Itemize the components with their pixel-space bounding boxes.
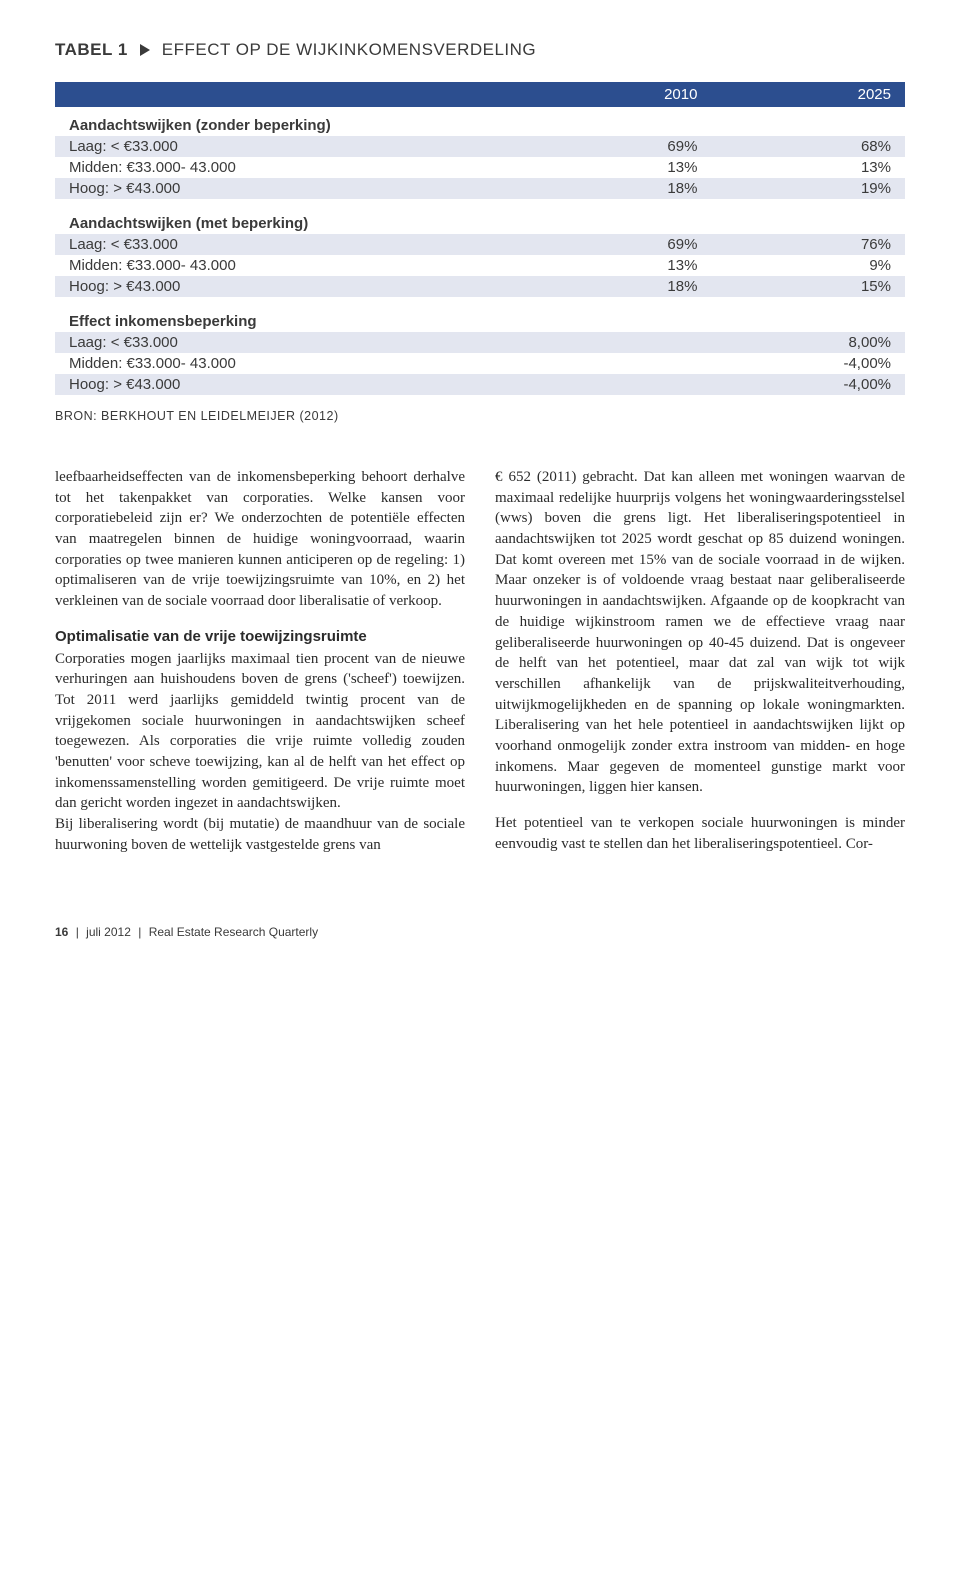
row-val-2010: 18% [554,276,711,297]
row-val-2010: 69% [554,136,711,157]
table-row: Midden: €33.000- 43.000 -4,00% [55,353,905,374]
table-row: Midden: €33.000- 43.00013%9% [55,255,905,276]
row-val-2025: 8,00% [711,332,905,353]
body-text: leefbaarheidseffecten van de inkomensbep… [55,467,905,855]
row-label: Laag: < €33.000 [55,234,554,255]
section-title: Aandachtswijken (zonder beperking) [55,107,905,136]
table-row: Hoog: > €43.00018%15% [55,276,905,297]
row-val-2010: 18% [554,178,711,199]
row-val-2010 [554,374,711,395]
table-source: BRON: BERKHOUT EN LEIDELMEIJER (2012) [55,409,905,423]
table-section-header: Effect inkomensbeperking [55,297,905,332]
footer-sep: | [138,925,141,939]
row-label: Midden: €33.000- 43.000 [55,157,554,178]
row-val-2010 [554,332,711,353]
footer-sep: | [76,925,79,939]
page-footer: 16 | juli 2012 | Real Estate Research Qu… [55,925,905,939]
section-title: Aandachtswijken (met beperking) [55,199,905,234]
table-label: TABEL 1 [55,40,128,60]
row-val-2010: 13% [554,255,711,276]
right-column: € 652 (2011) gebracht. Dat kan alleen me… [495,467,905,855]
row-label: Laag: < €33.000 [55,332,554,353]
table-row: Hoog: > €43.000 -4,00% [55,374,905,395]
table-row: Laag: < €33.00069%76% [55,234,905,255]
para: Corporaties mogen jaarlijks maximaal tie… [55,651,465,812]
row-val-2025: 76% [711,234,905,255]
para: Bij liberalisering wordt (bij mutatie) d… [55,814,465,855]
section-title: Effect inkomensbeperking [55,297,905,332]
triangle-icon [140,44,150,56]
para: Het potentieel van te verkopen sociale h… [495,813,905,854]
table-row: Laag: < €33.00069%68% [55,136,905,157]
subheading: Optimalisatie van de vrije toewijzingsru… [55,627,465,648]
table-row: Midden: €33.000- 43.00013%13% [55,157,905,178]
para: € 652 (2011) gebracht. Dat kan alleen me… [495,467,905,798]
row-label: Hoog: > €43.000 [55,178,554,199]
table-section-header: Aandachtswijken (zonder beperking) [55,107,905,136]
row-label: Hoog: > €43.000 [55,374,554,395]
row-val-2025: 15% [711,276,905,297]
row-val-2025: 13% [711,157,905,178]
table-title: EFFECT OP DE WIJKINKOMENSVERDELING [162,40,536,60]
row-val-2025: -4,00% [711,353,905,374]
col-2010: 2010 [554,82,711,107]
row-val-2025: 19% [711,178,905,199]
col-2025: 2025 [711,82,905,107]
row-label: Laag: < €33.000 [55,136,554,157]
footer-journal: Real Estate Research Quarterly [149,925,318,939]
row-val-2025: 9% [711,255,905,276]
table-row: Hoog: > €43.00018%19% [55,178,905,199]
page-number: 16 [55,925,68,939]
para: leefbaarheidseffecten van de inkomensbep… [55,467,465,612]
row-val-2010: 69% [554,234,711,255]
row-val-2010: 13% [554,157,711,178]
row-label: Midden: €33.000- 43.000 [55,353,554,374]
footer-date: juli 2012 [86,925,131,939]
table-section-header: Aandachtswijken (met beperking) [55,199,905,234]
data-table: 2010 2025 Aandachtswijken (zonder beperk… [55,82,905,395]
row-val-2025: 68% [711,136,905,157]
row-val-2010 [554,353,711,374]
table-header-row: 2010 2025 [55,82,905,107]
table-caption: TABEL 1 EFFECT OP DE WIJKINKOMENSVERDELI… [55,40,905,60]
left-column: leefbaarheidseffecten van de inkomensbep… [55,467,465,855]
row-val-2025: -4,00% [711,374,905,395]
row-label: Hoog: > €43.000 [55,276,554,297]
col-blank [55,82,554,107]
row-label: Midden: €33.000- 43.000 [55,255,554,276]
table-row: Laag: < €33.000 8,00% [55,332,905,353]
